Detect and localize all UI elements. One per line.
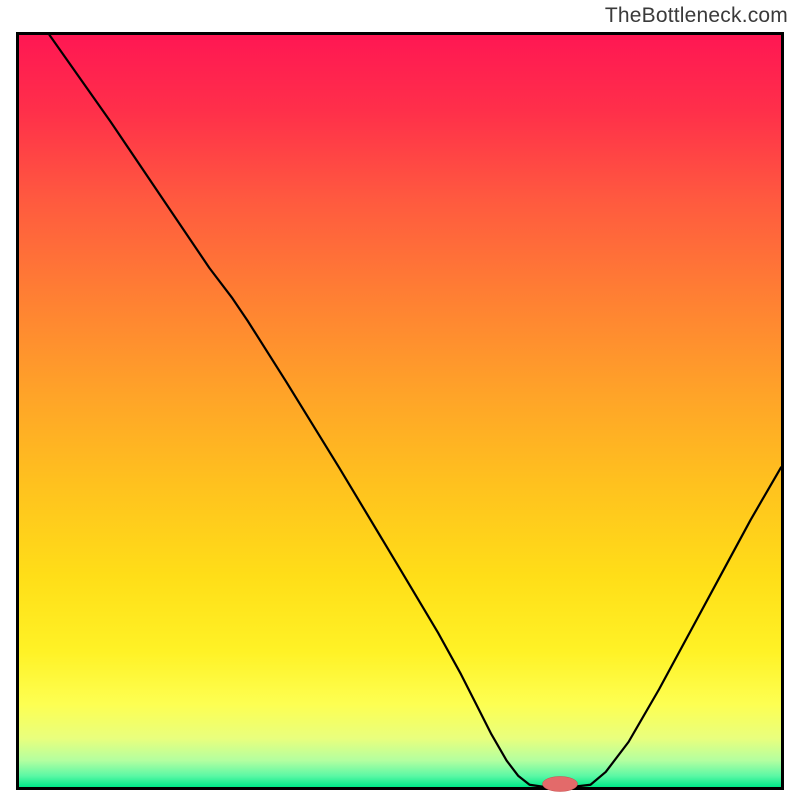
watermark-text: TheBottleneck.com — [605, 4, 788, 28]
bottleneck-chart — [19, 35, 781, 787]
page-root: TheBottleneck.com — [0, 0, 800, 800]
optimal-point-marker — [542, 776, 577, 791]
